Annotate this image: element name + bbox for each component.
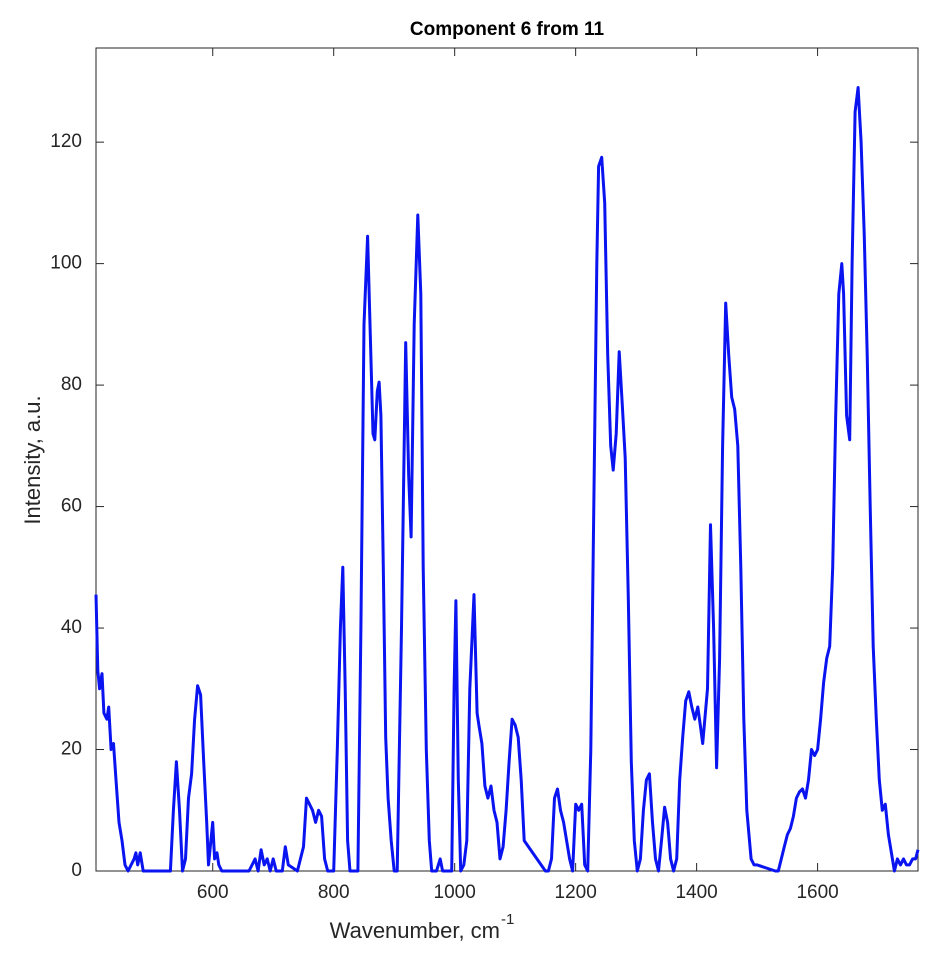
- x-axis-label: Wavenumber, cm: [330, 918, 500, 943]
- y-tick-label: 100: [50, 253, 82, 274]
- y-axis-label: Intensity, a.u.: [20, 395, 45, 524]
- x-tick-label: 800: [318, 882, 350, 903]
- y-tick-label: 20: [61, 739, 82, 760]
- y-tick-label: 0: [71, 860, 82, 881]
- x-tick-label: 600: [197, 882, 229, 903]
- x-tick-label: 1600: [796, 882, 838, 903]
- y-tick-label: 80: [61, 374, 82, 395]
- y-tick-label: 120: [50, 131, 82, 152]
- x-tick-label: 1400: [675, 882, 717, 903]
- spectrum-line: [94, 86, 920, 873]
- x-axis-label-exponent: -1: [501, 911, 514, 928]
- x-tick-label: 1200: [555, 882, 597, 903]
- plot-frame: [95, 47, 919, 872]
- y-tick-label: 60: [61, 496, 82, 517]
- y-tick-label: 40: [61, 617, 82, 638]
- chart-title: Component 6 from 11: [410, 19, 605, 40]
- x-tick-label: 1000: [434, 882, 476, 903]
